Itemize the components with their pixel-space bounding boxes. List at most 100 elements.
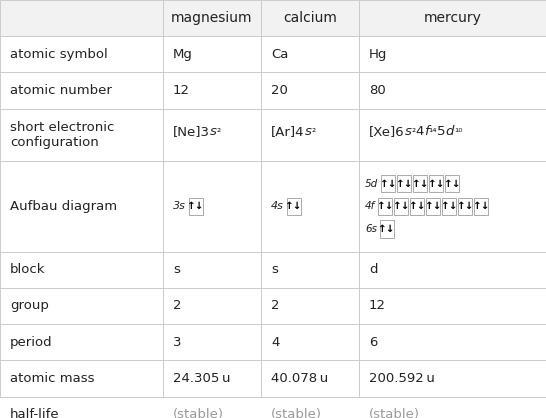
Text: ↑↓: ↑↓ [395,179,413,189]
Text: 24.305 u: 24.305 u [173,372,230,385]
Text: group: group [10,299,49,313]
Text: (stable): (stable) [271,408,322,418]
Bar [261,397,359,418]
Text: s: s [305,125,311,138]
Bar [359,360,546,397]
Text: 5d: 5d [365,179,378,189]
Bar [287,198,301,215]
Text: ↑↓: ↑↓ [377,201,394,212]
Text: ↑↓: ↑↓ [412,179,429,189]
Text: ↑↓: ↑↓ [285,201,302,212]
Bar [261,0,359,36]
Text: 4: 4 [271,336,280,349]
Bar [0,72,163,109]
Text: ²: ² [217,128,221,138]
Text: atomic symbol: atomic symbol [10,48,108,61]
Bar [163,324,261,360]
Text: 4: 4 [416,125,424,138]
Text: 12: 12 [369,299,386,313]
Bar [0,0,163,36]
Text: s: s [405,125,412,138]
Text: 2: 2 [173,299,181,313]
Bar [359,252,546,288]
Bar [163,72,261,109]
Bar [359,109,546,161]
Bar [163,360,261,397]
Text: f: f [424,125,429,138]
Text: 3s: 3s [173,201,186,212]
Bar [163,109,261,161]
Text: 4f: 4f [365,201,375,212]
Text: ↑↓: ↑↓ [456,201,474,212]
Text: 20: 20 [271,84,288,97]
Bar [0,161,163,252]
Text: mercury: mercury [424,11,482,25]
Bar [0,288,163,324]
Bar [261,288,359,324]
Bar [0,109,163,161]
Bar [163,397,261,418]
Text: (stable): (stable) [369,408,420,418]
Text: 6: 6 [369,336,377,349]
Text: ²: ² [311,128,316,138]
Bar [261,324,359,360]
Text: Aufbau diagram: Aufbau diagram [10,200,117,213]
Text: half-life: half-life [10,408,60,418]
Bar [474,198,488,215]
Text: ↑↓: ↑↓ [472,201,490,212]
Text: ↑↓: ↑↓ [393,201,410,212]
Text: ¹⁰: ¹⁰ [454,128,462,138]
Text: ¹⁴: ¹⁴ [429,128,437,138]
Bar [359,288,546,324]
Text: block: block [10,263,45,276]
Text: ²: ² [412,128,416,138]
Text: calcium: calcium [283,11,337,25]
Bar [359,324,546,360]
Bar [163,36,261,72]
Text: ↑↓: ↑↓ [379,179,397,189]
Text: 4s: 4s [271,201,284,212]
Bar [163,0,261,36]
Text: d: d [446,125,454,138]
Text: ↑↓: ↑↓ [187,201,205,212]
Bar [445,175,459,192]
Bar [261,252,359,288]
Bar [397,175,411,192]
Text: Ca: Ca [271,48,288,61]
Bar [261,360,359,397]
Text: 5: 5 [437,125,446,138]
Bar [426,198,440,215]
Bar [359,36,546,72]
Text: Hg: Hg [369,48,387,61]
Text: (stable): (stable) [173,408,224,418]
Text: s: s [173,263,180,276]
Text: atomic number: atomic number [10,84,112,97]
Text: [Xe]6: [Xe]6 [369,125,405,138]
Bar [394,198,408,215]
Text: atomic mass: atomic mass [10,372,94,385]
Bar [458,198,472,215]
Bar [378,198,392,215]
Text: Mg: Mg [173,48,193,61]
Text: 12: 12 [173,84,190,97]
Bar [381,175,395,192]
Text: 200.592 u: 200.592 u [369,372,435,385]
Text: 80: 80 [369,84,386,97]
Text: ↑↓: ↑↓ [408,201,426,212]
Text: 3: 3 [173,336,181,349]
Text: ↑↓: ↑↓ [378,224,396,234]
Bar [359,397,546,418]
Bar [380,220,394,237]
Bar [0,397,163,418]
Text: 2: 2 [271,299,280,313]
Bar [163,252,261,288]
Text: ↑↓: ↑↓ [441,201,458,212]
Text: ↑↓: ↑↓ [428,179,445,189]
Text: [Ne]3: [Ne]3 [173,125,210,138]
Bar [163,161,261,252]
Text: s: s [210,125,217,138]
Bar [189,198,203,215]
Text: [Ar]4: [Ar]4 [271,125,305,138]
Bar [0,36,163,72]
Text: period: period [10,336,52,349]
